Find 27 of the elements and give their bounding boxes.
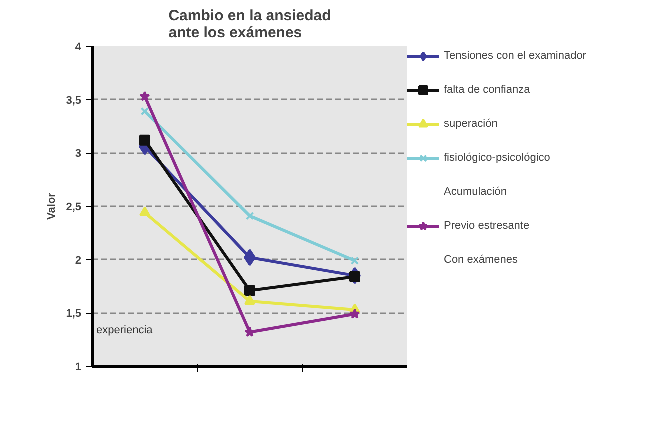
legend-label: superación	[444, 118, 498, 130]
text: Con exámenes	[444, 254, 518, 266]
point	[140, 206, 150, 216]
annotation: experiencia	[96, 324, 154, 336]
legend-label: Previo estresante	[444, 220, 530, 232]
chart-title: Cambio en la ansiedad ante los exámenes	[168, 8, 332, 42]
y-tick-label: 1,5	[66, 308, 82, 320]
point	[350, 308, 360, 319]
point	[140, 134, 150, 146]
point	[246, 212, 254, 220]
legend-label: fisiológico-psicológico	[444, 152, 550, 164]
point	[350, 256, 360, 266]
y-tick-label: 2	[75, 254, 82, 267]
y-tick-label: 3	[75, 148, 82, 160]
point	[244, 285, 256, 296]
legend-label: Tensiones con el examinador	[444, 50, 586, 62]
point	[244, 326, 256, 338]
point	[140, 107, 150, 116]
y-tick-label: 4	[75, 42, 82, 54]
point	[244, 295, 256, 306]
y-tick-label: 2,5	[66, 202, 82, 214]
text: Acumulación	[444, 186, 507, 198]
y-axis-title: Valor	[46, 192, 58, 220]
y-tick-label: 3,5	[66, 94, 82, 107]
legend-label: falta de confianza	[444, 84, 530, 96]
y-tick-label: 1	[75, 362, 82, 374]
point	[140, 91, 150, 102]
